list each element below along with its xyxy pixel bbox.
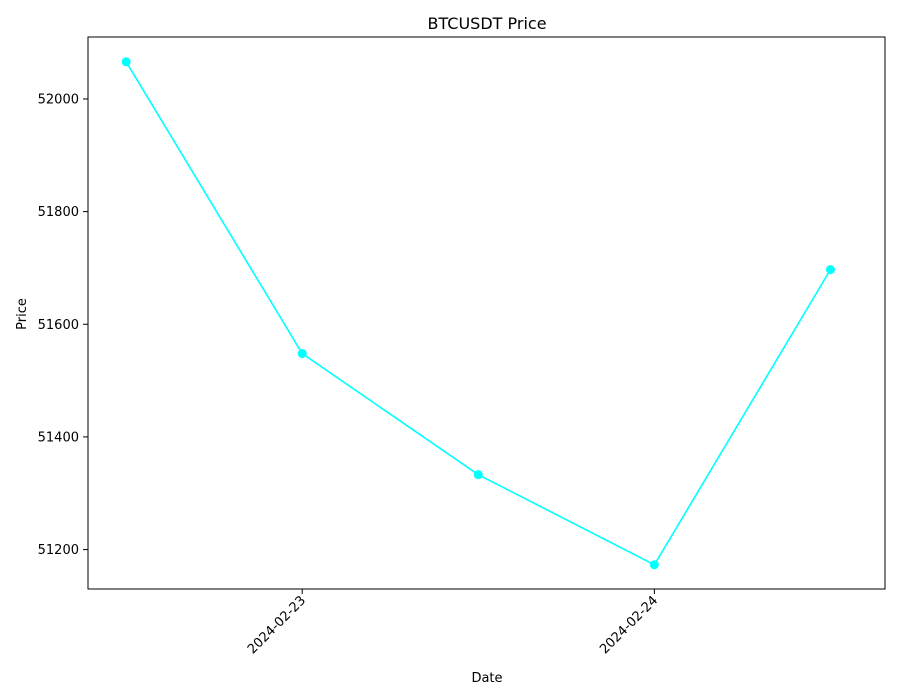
y-tick-label: 51400 xyxy=(38,430,79,445)
y-axis-label: Price xyxy=(15,298,30,330)
price-series xyxy=(121,57,835,570)
x-axis-label: Date xyxy=(471,671,502,686)
x-tick-label: 2024-02-24 xyxy=(597,593,661,657)
data-point xyxy=(649,560,659,570)
y-axis: 51200 51400 51600 51800 52000 xyxy=(38,92,88,558)
data-point xyxy=(825,265,835,275)
series-line xyxy=(125,61,832,566)
data-point xyxy=(121,57,131,67)
y-tick-label: 51800 xyxy=(38,205,79,220)
data-point xyxy=(297,349,307,359)
chart-title: BTCUSDT Price xyxy=(427,14,546,33)
data-point xyxy=(473,470,483,480)
y-tick-label: 52000 xyxy=(38,92,79,107)
y-tick-label: 51200 xyxy=(38,543,79,558)
x-tick-label: 2024-02-23 xyxy=(245,593,309,657)
y-tick-label: 51600 xyxy=(38,318,79,333)
x-axis: 2024-02-23 2024-02-24 xyxy=(245,589,661,657)
plot-area xyxy=(87,36,886,590)
